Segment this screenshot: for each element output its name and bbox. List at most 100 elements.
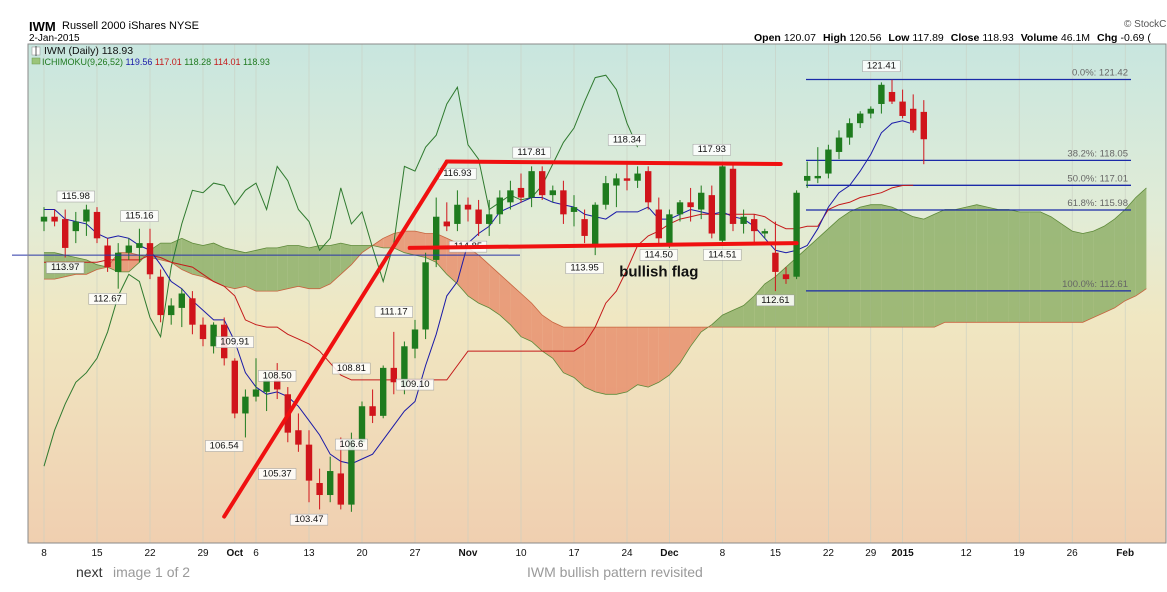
ichimoku-cloud-segment (171, 238, 182, 270)
ichimoku-cloud-segment (1019, 211, 1030, 323)
x-tick-label: 19 (1014, 548, 1026, 559)
ichimoku-cloud-segment (340, 243, 352, 275)
candle-body (104, 245, 111, 268)
candle-body (178, 293, 185, 308)
ichimoku-cloud-segment (552, 322, 564, 373)
candle-body (475, 209, 482, 224)
ichimoku-cloud-segment (1029, 211, 1041, 323)
ichimoku-cloud-segment (1114, 209, 1126, 308)
ichimoku-cloud-segment (266, 247, 278, 292)
ichimoku-cloud-segment (298, 245, 309, 289)
x-tick-label: 17 (568, 548, 580, 559)
ichimoku-cloud-segment (468, 247, 479, 304)
candle-body (274, 379, 281, 390)
legend-ichimoku-value: 118.28 (184, 57, 213, 67)
ichimoku-cloud-segment (807, 238, 818, 328)
security-name-text: Russell 2000 iShares (62, 20, 166, 32)
ichimoku-cloud-segment (415, 231, 426, 258)
ichimoku-cloud-segment (1082, 231, 1094, 323)
ichimoku-cloud-segment (542, 315, 553, 359)
candle-body (719, 166, 726, 241)
x-tick-label: Nov (459, 548, 478, 559)
next-link[interactable]: next (76, 564, 103, 580)
price-label-box (395, 378, 435, 391)
ichimoku-cloud-segment (574, 327, 585, 388)
x-tick-label: 2015 (891, 548, 914, 559)
ichimoku-cloud-segment (584, 327, 596, 392)
security-name: Russell 2000 iShares NYSE (62, 20, 199, 32)
candle-body (888, 91, 896, 102)
ichimoku-cloud-segment (510, 283, 521, 337)
ohlc-label: Close (950, 32, 980, 44)
ichimoku-cloud-segment (1051, 216, 1062, 323)
ichimoku-cloud-segment (287, 245, 299, 289)
candle-body (390, 367, 397, 383)
ichimoku-cloud-segment (1093, 226, 1104, 318)
ichimoku-cloud-segment (1040, 211, 1051, 323)
price-label: 118.34 (613, 134, 641, 145)
x-tick-label: 22 (144, 548, 156, 559)
price-label-box (258, 468, 297, 480)
candle-body (486, 214, 493, 224)
candle-body (910, 108, 917, 131)
price-label: 106.6 (340, 439, 364, 450)
ichimoku-cloud-segment (839, 211, 850, 328)
price-label-box (374, 306, 413, 318)
ohlc-value: 120.07 (783, 32, 816, 44)
ticker-symbol: IWM (29, 19, 56, 34)
plot-layer: 0.0%: 121.42 38.2%: 118.05 50.0%: 117.01 61… (40, 60, 1147, 526)
candle-body (157, 276, 164, 316)
price-label: 103.47 (294, 514, 323, 525)
candle-body (560, 190, 567, 215)
ichimoku-cloud-segment (690, 327, 702, 347)
ichimoku-cloud-segment (860, 204, 871, 328)
ichimoku-cloud-segment (966, 204, 977, 323)
x-tick-label: Feb (1116, 548, 1134, 559)
price-label: 115.16 (125, 211, 153, 222)
ichimoku-cloud-segment (817, 228, 829, 328)
price-label: 114.50 (645, 250, 673, 261)
candle-body (782, 274, 790, 280)
candle-body (772, 252, 779, 272)
ichimoku-cloud-segment (923, 214, 935, 328)
candle-body (793, 192, 800, 277)
ichimoku-cloud-segment (521, 293, 532, 342)
candle-body (846, 123, 853, 138)
ichimoku-cloud-segment (881, 204, 892, 328)
candle-body (645, 171, 652, 203)
ichimoku-cloud-segment (213, 243, 225, 287)
price-label-box (205, 440, 244, 452)
candle-body (581, 219, 588, 236)
ichimoku-cloud-segment (595, 327, 606, 395)
candle-body (210, 324, 217, 347)
candle-body (708, 195, 715, 234)
ichimoku-cloud-segment (892, 207, 903, 328)
legend-ichimoku-value: 119.56 (126, 57, 155, 67)
fib-level-label: 0.0%: 121.42 (1072, 68, 1128, 79)
candle-body (454, 204, 461, 224)
ichimoku-cloud-segment (563, 327, 574, 378)
ohlc-value: 118.93 (982, 32, 1014, 44)
candle-body (539, 171, 546, 196)
price-label-box (120, 210, 159, 222)
ichimoku-cloud-segment (605, 327, 617, 395)
candle-body (358, 406, 366, 443)
candle-body (189, 298, 196, 325)
candle-body (199, 324, 207, 340)
candle-body (698, 192, 705, 210)
bullish-flag-annotation: bullish flag (619, 264, 698, 281)
price-label: 112.61 (761, 295, 789, 306)
ichimoku-cloud-segment (457, 243, 468, 296)
price-label-box (512, 146, 551, 159)
price-label: 117.93 (698, 144, 726, 155)
stockcharts-logo: © StockC (1124, 19, 1167, 30)
price-label: 108.81 (337, 363, 366, 374)
candle-body (263, 379, 270, 392)
ichimoku-cloud-segment (499, 274, 511, 325)
candle-body (443, 221, 450, 227)
candle-body (146, 243, 154, 275)
candle-body (729, 168, 737, 224)
ichimoku-cloud-segment (955, 207, 967, 323)
candle-body (517, 187, 525, 198)
